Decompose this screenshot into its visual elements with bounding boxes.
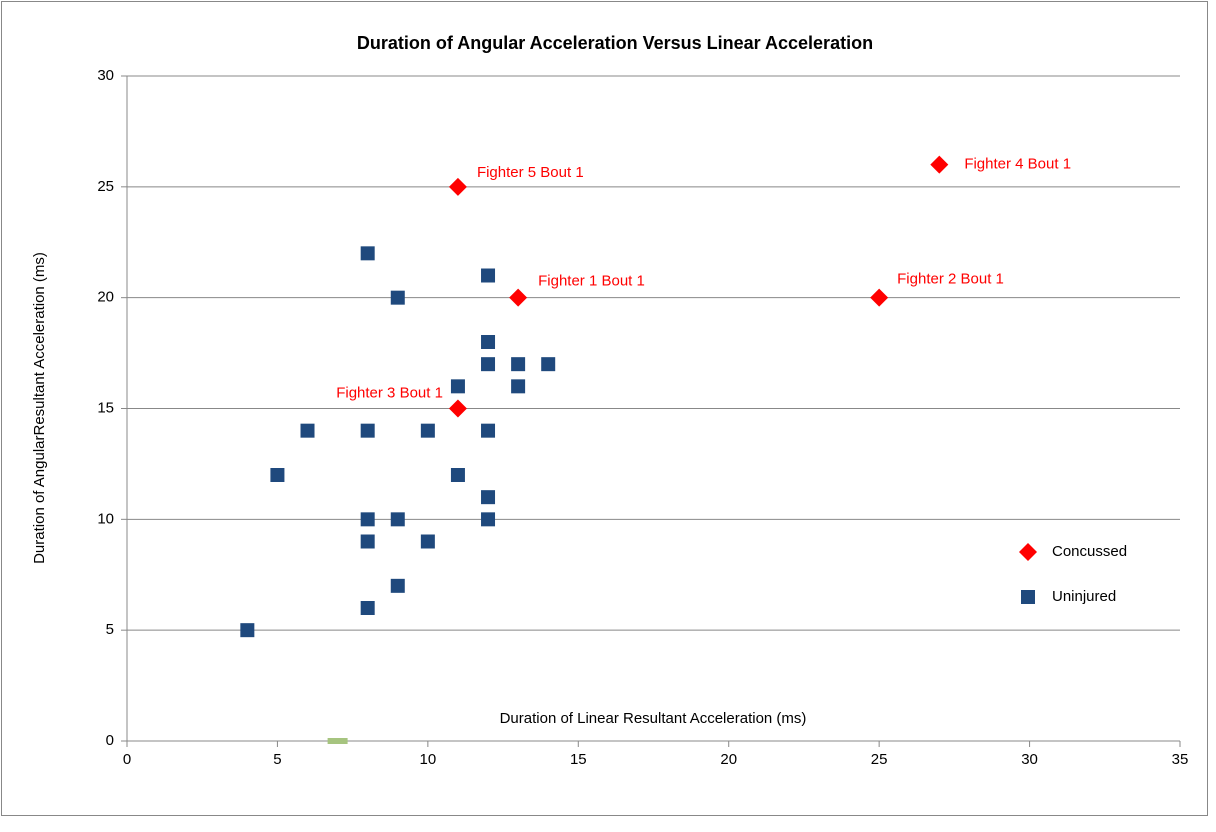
y-tick-label: 5 (106, 621, 114, 638)
y-tick-label: 0 (106, 732, 114, 749)
chart-title: Duration of Angular Acceleration Versus … (357, 33, 873, 53)
point (360, 601, 375, 615)
point (360, 512, 375, 527)
point (360, 423, 375, 438)
y-tick-label: 15 (97, 399, 114, 416)
point (481, 423, 496, 438)
point-label: Fighter 2 Bout 1 (897, 271, 1004, 288)
point (300, 423, 315, 438)
legend-marker (1021, 590, 1035, 604)
point (481, 357, 496, 372)
x-tick-label: 35 (1172, 751, 1189, 768)
point (420, 534, 435, 549)
point-label: Fighter 1 Bout 1 (538, 273, 645, 290)
point (420, 423, 435, 438)
point (870, 288, 889, 307)
point (450, 379, 465, 394)
x-tick-label: 15 (570, 751, 587, 768)
legend-label: Uninjured (1052, 588, 1116, 605)
point (390, 290, 405, 305)
x-tick-label: 25 (871, 751, 888, 768)
x-tick-label: 20 (720, 751, 737, 768)
point (240, 623, 255, 638)
legend-label: Concussed (1052, 543, 1127, 560)
point (448, 177, 467, 196)
x-tick-label: 30 (1021, 751, 1038, 768)
point-label: Fighter 4 Bout 1 (964, 156, 1071, 173)
point (327, 738, 348, 744)
point (930, 155, 949, 174)
point-label: Fighter 3 Bout 1 (336, 384, 443, 401)
point (360, 534, 375, 549)
point (481, 335, 496, 349)
legend-marker (1019, 543, 1037, 561)
y-tick-label: 20 (97, 289, 114, 306)
x-axis-label: Duration of Linear Resultant Acceleratio… (500, 710, 807, 727)
point (481, 512, 496, 527)
y-tick-label: 30 (97, 67, 114, 84)
point (450, 468, 465, 482)
point (360, 246, 375, 261)
point (509, 288, 528, 307)
point (541, 357, 556, 372)
x-tick-label: 0 (123, 751, 131, 768)
point (270, 468, 285, 482)
point-label: Fighter 5 Bout 1 (477, 164, 584, 181)
point (390, 578, 405, 593)
point (511, 379, 526, 394)
point (511, 357, 526, 372)
point (481, 490, 496, 505)
x-tick-label: 10 (420, 751, 437, 768)
point (390, 512, 405, 527)
x-tick-label: 5 (273, 751, 281, 768)
y-tick-label: 10 (97, 510, 114, 527)
point (448, 399, 467, 418)
y-axis-label: Duration of AngularResultant Acceleratio… (31, 252, 48, 564)
y-tick-label: 25 (97, 178, 114, 195)
point (481, 268, 496, 283)
